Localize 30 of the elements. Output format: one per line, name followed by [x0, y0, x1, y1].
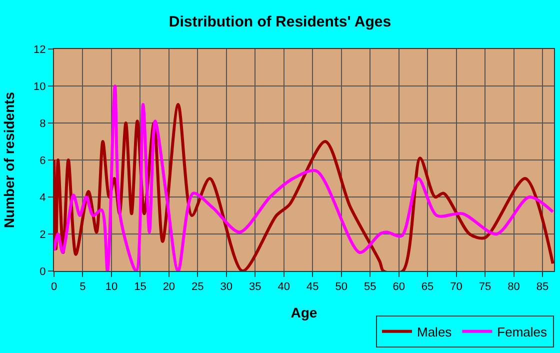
x-tick-label: 40 [278, 281, 290, 294]
legend-label: Females [497, 324, 548, 340]
x-axis-title: Age [290, 304, 318, 320]
x-tick-label: 5 [80, 281, 86, 294]
y-tick-label: 4 [40, 192, 46, 204]
y-axis-title: Number of residents [1, 92, 18, 228]
y-tick-label: 8 [40, 118, 46, 130]
y-tick-label: 10 [34, 80, 46, 93]
chart-title: Distribution of Residents' Ages [168, 13, 392, 30]
x-tick-label: 35 [249, 281, 262, 294]
x-tick-label: 55 [364, 281, 376, 294]
x-tick-label: 25 [192, 281, 204, 294]
x-tick-label: 50 [335, 281, 348, 294]
x-tick-label: 45 [306, 281, 319, 294]
y-tick-label: 0 [40, 266, 46, 278]
x-tick-label: 85 [536, 281, 549, 294]
x-tick-label: 60 [392, 281, 405, 294]
x-tick-label: 65 [421, 281, 434, 294]
x-tick-label: 10 [105, 281, 118, 294]
y-tick-label: 6 [40, 154, 46, 167]
legend-label: Males [417, 324, 452, 340]
x-tick-label: 80 [508, 281, 520, 294]
x-tick-label: 20 [162, 281, 176, 294]
x-tick-label: 75 [478, 281, 492, 294]
x-tick-label: 15 [134, 281, 146, 294]
x-tick-label: 70 [450, 281, 462, 294]
y-tick-label: 2 [40, 228, 46, 241]
x-tick-label: 0 [50, 281, 58, 294]
y-tick-label: 12 [34, 44, 46, 56]
x-tick-label: 30 [220, 281, 233, 294]
